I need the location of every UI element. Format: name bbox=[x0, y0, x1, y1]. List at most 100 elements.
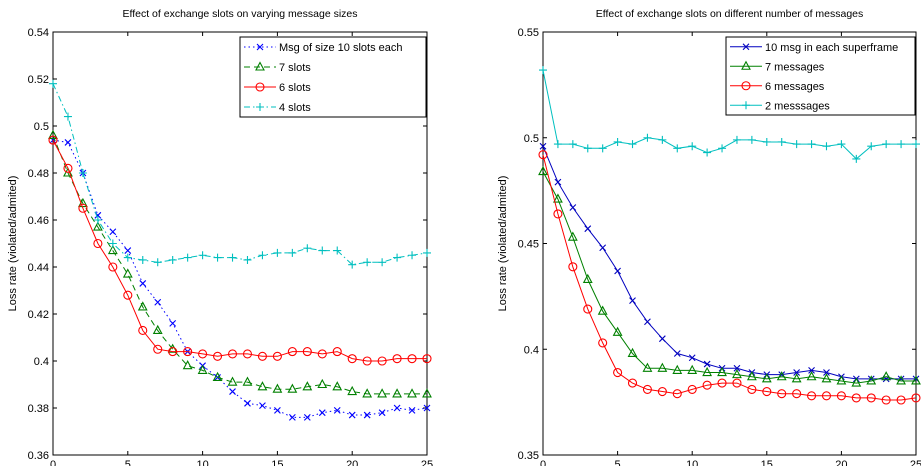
data-point bbox=[63, 112, 72, 121]
data-point bbox=[568, 262, 578, 272]
data-point bbox=[807, 140, 816, 149]
x-tick-label: 5 bbox=[615, 459, 621, 466]
data-point bbox=[792, 389, 802, 399]
data-point bbox=[613, 367, 623, 378]
y-tick-label: 0.48 bbox=[28, 168, 49, 180]
legend-label: 10 msg in each superframe bbox=[765, 42, 898, 54]
data-point bbox=[837, 140, 846, 149]
data-point bbox=[821, 391, 832, 401]
data-point bbox=[614, 267, 621, 275]
data-point bbox=[673, 350, 681, 357]
y-tick-label: 0.36 bbox=[28, 450, 49, 462]
data-point bbox=[347, 385, 358, 396]
y-tick-label: 0.55 bbox=[518, 27, 539, 39]
data-point bbox=[152, 324, 163, 335]
legend-swatch-marker bbox=[256, 103, 264, 111]
data-point bbox=[332, 347, 342, 357]
data-point bbox=[703, 360, 711, 368]
data-point bbox=[567, 231, 578, 241]
legend-label: 4 slots bbox=[279, 102, 311, 114]
data-point bbox=[733, 364, 741, 372]
data-point bbox=[851, 377, 862, 387]
data-point bbox=[599, 244, 607, 252]
data-point bbox=[881, 395, 891, 405]
series-4 bbox=[539, 66, 920, 163]
legend-swatch-marker bbox=[741, 60, 751, 70]
data-point bbox=[168, 347, 178, 357]
data-point bbox=[378, 409, 386, 417]
data-point bbox=[287, 383, 298, 393]
x-tick-label: 0 bbox=[50, 459, 56, 466]
x-tick-label: 10 bbox=[196, 459, 208, 466]
data-point bbox=[553, 209, 563, 219]
series-line bbox=[542, 154, 917, 401]
data-point bbox=[672, 389, 682, 399]
data-point bbox=[407, 354, 417, 364]
data-point bbox=[288, 248, 297, 257]
series-3 bbox=[48, 135, 432, 366]
legend-box bbox=[725, 36, 916, 116]
legend-swatch-marker bbox=[742, 101, 750, 110]
data-point bbox=[288, 414, 296, 421]
data-point bbox=[93, 238, 103, 249]
data-point bbox=[197, 364, 208, 374]
data-point bbox=[882, 140, 891, 149]
data-point bbox=[821, 373, 832, 383]
legend-label: 7 messages bbox=[765, 61, 825, 73]
data-point bbox=[896, 395, 906, 405]
series-line bbox=[542, 171, 916, 384]
y-tick-label: 0.42 bbox=[28, 309, 49, 321]
y-tick-label: 0.44 bbox=[28, 262, 49, 274]
series-2 bbox=[538, 165, 921, 387]
data-point bbox=[273, 248, 282, 257]
data-point bbox=[583, 304, 593, 314]
data-point bbox=[897, 140, 906, 149]
y-tick-label: 0.5 bbox=[34, 121, 49, 133]
data-point bbox=[598, 338, 608, 348]
y-axis-label: Loss rate (violated/admited) bbox=[497, 176, 509, 312]
x-tick-label: 20 bbox=[835, 459, 847, 466]
data-point bbox=[362, 388, 373, 398]
data-point bbox=[644, 318, 651, 326]
data-point bbox=[333, 406, 341, 414]
y-tick-label: 0.52 bbox=[28, 74, 49, 86]
data-point bbox=[627, 378, 638, 388]
legend-label: 7 slots bbox=[279, 62, 311, 74]
data-point bbox=[302, 381, 313, 391]
data-point bbox=[642, 384, 652, 394]
data-point bbox=[122, 268, 133, 278]
data-point bbox=[257, 381, 268, 391]
data-point bbox=[822, 142, 831, 151]
data-point bbox=[598, 144, 607, 153]
data-point bbox=[629, 297, 636, 304]
data-point bbox=[303, 244, 312, 253]
legend-label: 2 messsages bbox=[765, 100, 830, 112]
data-point bbox=[228, 253, 237, 262]
data-point bbox=[332, 381, 343, 391]
data-point bbox=[823, 369, 830, 376]
data-point bbox=[852, 154, 861, 163]
data-point bbox=[377, 356, 387, 366]
data-point bbox=[272, 351, 282, 361]
data-point bbox=[153, 344, 163, 354]
data-point bbox=[392, 388, 402, 398]
data-point bbox=[347, 354, 357, 364]
chart-1: Effect of exchange slots on varying mess… bbox=[7, 8, 433, 471]
data-point bbox=[183, 253, 192, 262]
data-point bbox=[732, 368, 742, 379]
y-tick-label: 0.38 bbox=[28, 403, 49, 415]
y-tick-label: 0.46 bbox=[28, 215, 49, 227]
y-tick-label: 0.45 bbox=[518, 239, 539, 251]
data-point bbox=[582, 273, 593, 284]
data-point bbox=[48, 135, 58, 145]
data-point bbox=[377, 388, 388, 398]
data-point bbox=[243, 255, 252, 264]
data-point bbox=[78, 169, 87, 177]
x-tick-label: 0 bbox=[540, 459, 546, 466]
data-point bbox=[78, 203, 88, 213]
data-point bbox=[672, 364, 683, 374]
data-point bbox=[866, 393, 876, 403]
data-point bbox=[554, 178, 562, 186]
legend-swatch-marker bbox=[256, 43, 264, 51]
data-point bbox=[244, 399, 251, 407]
